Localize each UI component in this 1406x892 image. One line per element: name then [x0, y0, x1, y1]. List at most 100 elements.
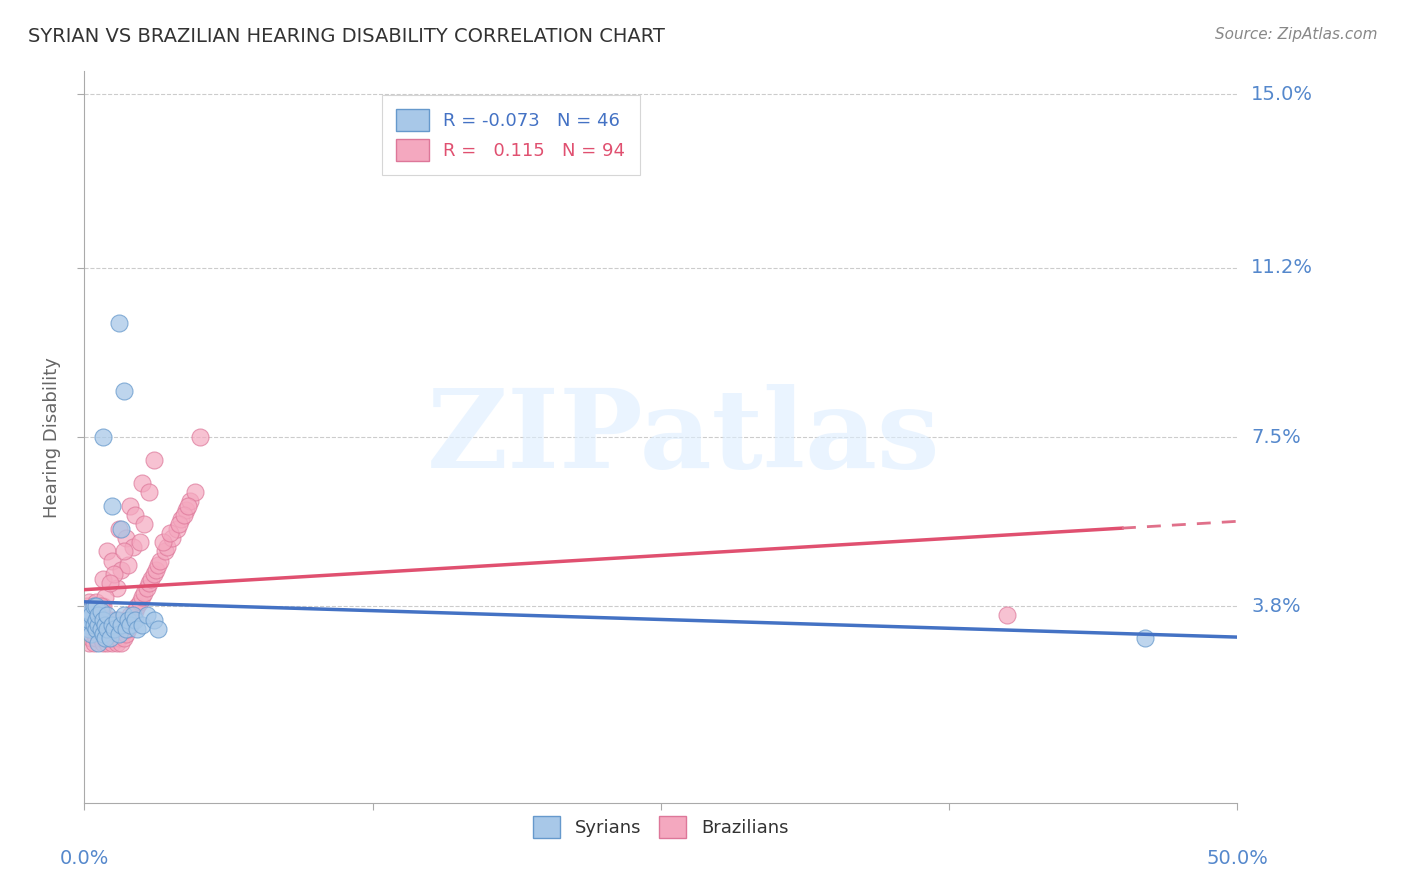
- Point: [108, 626, 131, 640]
- Point: [142, 567, 165, 582]
- Point: [110, 636, 132, 650]
- Point: [96, 608, 118, 623]
- Text: 3.8%: 3.8%: [1251, 597, 1301, 615]
- Point: [166, 521, 188, 535]
- Point: [80, 626, 103, 640]
- Point: [103, 613, 125, 627]
- Text: 50.0%: 50.0%: [1206, 848, 1268, 868]
- Point: [108, 632, 131, 646]
- Point: [127, 599, 149, 614]
- Point: [87, 608, 110, 623]
- Point: [91, 430, 114, 444]
- Point: [89, 622, 111, 636]
- Point: [105, 613, 128, 627]
- Point: [94, 617, 117, 632]
- Point: [77, 594, 100, 608]
- Text: Source: ZipAtlas.com: Source: ZipAtlas.com: [1215, 27, 1378, 42]
- Point: [83, 599, 105, 614]
- Point: [117, 558, 139, 573]
- Point: [177, 499, 200, 513]
- Point: [110, 617, 132, 632]
- Point: [76, 622, 98, 636]
- Point: [124, 613, 146, 627]
- Point: [91, 636, 114, 650]
- Point: [167, 516, 190, 531]
- Point: [110, 617, 132, 632]
- Point: [103, 567, 125, 582]
- Point: [135, 581, 157, 595]
- Point: [142, 453, 165, 467]
- Text: 7.5%: 7.5%: [1251, 427, 1301, 447]
- Point: [80, 604, 103, 618]
- Point: [94, 613, 117, 627]
- Point: [83, 617, 105, 632]
- Point: [110, 521, 132, 535]
- Point: [135, 608, 157, 623]
- Point: [77, 608, 100, 623]
- Point: [91, 617, 114, 632]
- Point: [146, 622, 169, 636]
- Point: [117, 622, 139, 636]
- Point: [76, 608, 98, 623]
- Point: [120, 617, 142, 632]
- Point: [101, 617, 124, 632]
- Point: [96, 617, 118, 632]
- Point: [142, 613, 165, 627]
- Point: [108, 521, 131, 535]
- Point: [188, 430, 211, 444]
- Point: [84, 594, 107, 608]
- Point: [76, 599, 98, 614]
- Point: [128, 535, 150, 549]
- Point: [87, 608, 110, 623]
- Point: [83, 617, 105, 632]
- Point: [94, 590, 117, 604]
- Text: ZIPatlas: ZIPatlas: [427, 384, 941, 491]
- Point: [160, 531, 183, 545]
- Point: [120, 499, 142, 513]
- Point: [108, 613, 131, 627]
- Point: [94, 632, 117, 646]
- Legend: Syrians, Brazilians: Syrians, Brazilians: [526, 808, 796, 845]
- Point: [98, 632, 121, 646]
- Point: [101, 499, 124, 513]
- Point: [94, 632, 117, 646]
- Point: [995, 608, 1018, 623]
- Point: [128, 594, 150, 608]
- Point: [153, 544, 176, 558]
- Point: [173, 508, 195, 522]
- Point: [96, 622, 118, 636]
- Point: [121, 540, 143, 554]
- Point: [80, 632, 103, 646]
- Point: [141, 572, 163, 586]
- Point: [98, 632, 121, 646]
- Point: [105, 636, 128, 650]
- Point: [124, 604, 146, 618]
- Point: [89, 632, 111, 646]
- Point: [84, 599, 107, 614]
- Point: [120, 617, 142, 632]
- Point: [138, 576, 160, 591]
- Point: [96, 544, 118, 558]
- Point: [80, 608, 103, 623]
- Point: [108, 316, 131, 330]
- Point: [84, 613, 107, 627]
- Point: [115, 622, 138, 636]
- Point: [84, 613, 107, 627]
- Point: [179, 494, 201, 508]
- Point: [87, 617, 110, 632]
- Point: [1133, 632, 1156, 646]
- Point: [76, 608, 98, 623]
- Point: [87, 626, 110, 640]
- Point: [105, 581, 128, 595]
- Point: [103, 622, 125, 636]
- Point: [110, 563, 132, 577]
- Point: [115, 531, 138, 545]
- Point: [112, 608, 135, 623]
- Point: [98, 613, 121, 627]
- Point: [174, 503, 197, 517]
- Y-axis label: Hearing Disability: Hearing Disability: [44, 357, 62, 517]
- Text: 15.0%: 15.0%: [1251, 85, 1313, 103]
- Point: [124, 508, 146, 522]
- Point: [84, 622, 107, 636]
- Point: [121, 608, 143, 623]
